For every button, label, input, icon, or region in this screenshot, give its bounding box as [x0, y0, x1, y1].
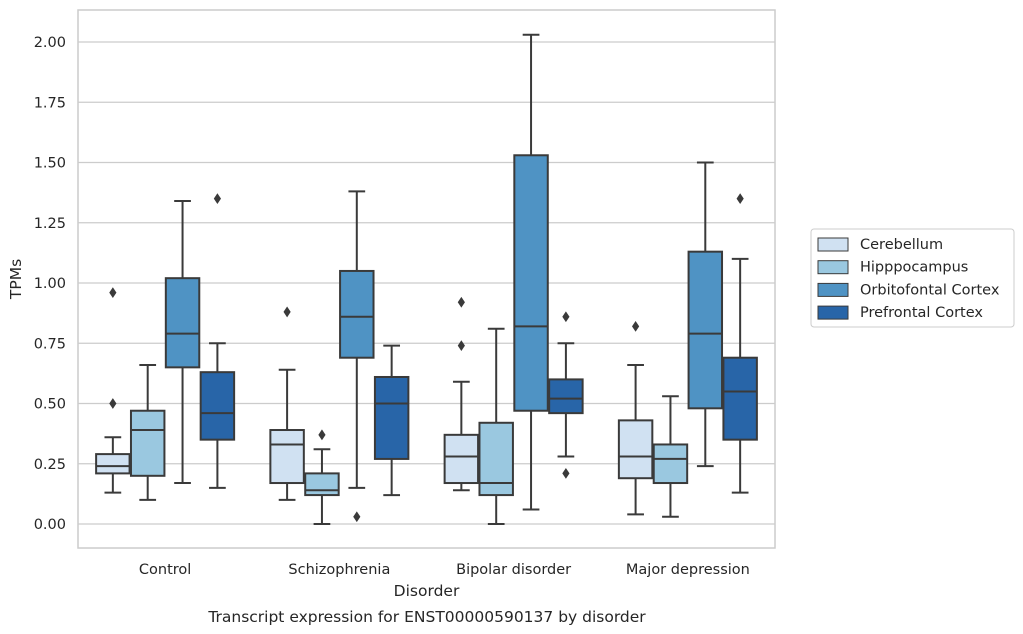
box-cerebellum-1: [269, 306, 305, 501]
x-tick-label: Bipolar disorder: [456, 562, 571, 578]
y-tick-label: 0.25: [34, 457, 66, 473]
y-tick-label: 0.75: [34, 336, 66, 352]
outlier-point: [632, 320, 640, 332]
legend: Cerebellum Hipppocampus Orbitofontal Corte…: [810, 228, 1015, 328]
box-iqr: [548, 378, 584, 415]
outlier-point: [283, 306, 291, 318]
y-tick-labels: 0.00 0.25 0.50 0.75 1.00 1.25 1.50 1.75 2.00: [34, 35, 66, 533]
plot-frame: [77, 9, 776, 549]
box-iqr: [339, 269, 375, 359]
outlier-point: [562, 311, 570, 323]
box-orbitofontal-cortex-3: [687, 161, 724, 468]
outlier-point: [457, 340, 465, 352]
y-tick-label: 2.00: [34, 35, 66, 51]
outlier-point: [736, 193, 744, 205]
legend-frame: [810, 228, 1015, 328]
y-tick-label: 1.75: [34, 95, 66, 111]
box-iqr: [164, 277, 201, 369]
box-cerebellum-3: [617, 320, 654, 516]
box-iqr: [443, 433, 480, 485]
box-iqr: [373, 375, 410, 460]
box-orbitofontal-cortex-2: [513, 33, 549, 511]
x-tick-label: Control: [139, 562, 191, 578]
legend-label: Orbitofontal Cortex: [860, 282, 1000, 298]
box-hipppocampus-2: [478, 327, 514, 525]
outlier-point: [562, 467, 570, 479]
legend-swatch: [817, 305, 849, 320]
box-iqr: [722, 356, 758, 441]
x-axis-title: Disorder: [394, 582, 460, 600]
box-iqr: [513, 154, 549, 412]
outlier-point: [213, 193, 221, 205]
legend-swatch: [817, 282, 849, 297]
outlier-point: [318, 429, 326, 441]
box-hipppocampus-1: [304, 429, 340, 525]
x-tick-label: Major depression: [626, 562, 750, 578]
y-tick-label: 0.50: [34, 397, 66, 413]
box-iqr: [95, 453, 131, 475]
plot-boxes: [95, 33, 758, 525]
y-axis-title: TPMs: [7, 259, 25, 300]
outlier-point: [109, 287, 117, 299]
chart-caption: Transcript expression for ENST0000059013…: [207, 608, 646, 626]
box-prefrontal-cortex-0: [199, 193, 236, 489]
box-iqr: [129, 409, 166, 477]
legend-swatch: [817, 260, 849, 275]
box-iqr: [687, 250, 724, 410]
y-tick-label: 0.00: [34, 517, 66, 533]
legend-label: Prefrontal Cortex: [860, 305, 983, 321]
box-cerebellum-2: [443, 296, 480, 492]
box-iqr: [304, 472, 340, 497]
box-iqr: [199, 371, 236, 441]
outlier-point: [109, 398, 117, 409]
y-tick-label: 1.25: [34, 216, 66, 232]
y-tick-label: 1.00: [34, 276, 66, 292]
box-iqr: [478, 421, 514, 497]
box-prefrontal-cortex-3: [722, 193, 758, 494]
legend-label: Cerebellum: [860, 237, 943, 253]
legend-swatch: [817, 237, 849, 252]
outlier-point: [353, 511, 361, 523]
box-prefrontal-cortex-2: [548, 311, 584, 479]
y-tick-label: 1.50: [34, 156, 66, 172]
box-orbitofontal-cortex-1: [339, 190, 375, 523]
box-iqr: [652, 443, 689, 485]
box-orbitofontal-cortex-0: [164, 200, 201, 485]
box-cerebellum-0: [95, 287, 131, 494]
legend-label: Hipppocampus: [860, 260, 968, 276]
outlier-point: [457, 296, 465, 308]
box-prefrontal-cortex-1: [373, 344, 410, 497]
box-hipppocampus-3: [652, 395, 689, 518]
x-tick-labels: Control Schizophrenia Bipolar disorder Majo…: [139, 562, 750, 578]
box-iqr: [617, 419, 654, 480]
box-hipppocampus-0: [129, 363, 166, 501]
box-iqr: [269, 429, 305, 485]
x-tick-label: Schizophrenia: [288, 562, 390, 578]
